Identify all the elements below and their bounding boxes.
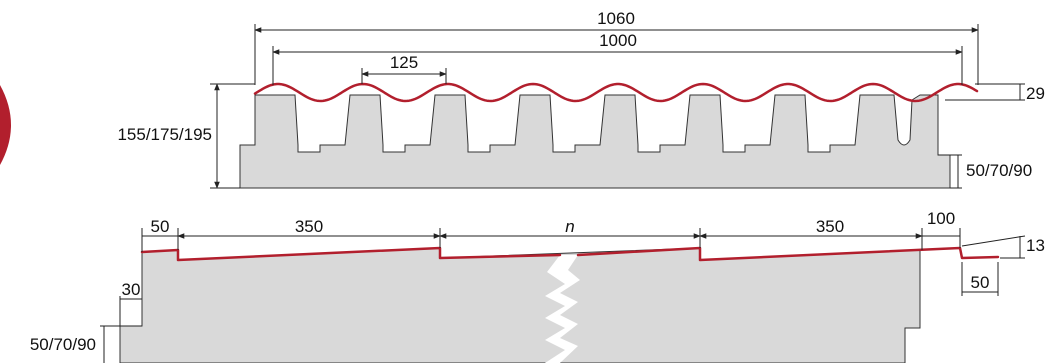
left-edge-arc xyxy=(0,85,11,165)
top-roof-wave xyxy=(253,82,979,103)
bottom-roof-line xyxy=(140,246,1000,262)
ext-line xyxy=(961,235,1026,247)
label-left-segment: 350 xyxy=(295,217,323,236)
label-total-thickness: 155/175/195 xyxy=(117,125,212,144)
label-wave-height: 29 xyxy=(1026,84,1045,103)
label-right-overlap: 100 xyxy=(927,209,955,228)
label-left-step: 30 xyxy=(122,280,141,299)
label-bottom-base-thickness: 50/70/90 xyxy=(30,335,96,354)
top-view: 1060 1000 125 29 155/175/195 50/70/90 xyxy=(117,9,1045,189)
label-right-segment: 350 xyxy=(816,217,844,236)
label-overall-width: 1060 xyxy=(597,9,635,28)
bottom-view: 50 350 n 350 100 13 50 30 50/70/90 xyxy=(30,209,1045,363)
bottom-panel-body xyxy=(119,247,921,363)
label-wave-pitch: 125 xyxy=(390,53,418,72)
label-covering-width: 1000 xyxy=(599,31,637,50)
label-top-base-thickness: 50/70/90 xyxy=(966,161,1032,180)
label-left-overlap: 50 xyxy=(151,217,170,236)
section-break-zigzag xyxy=(545,255,580,363)
top-panel-body xyxy=(239,94,951,189)
label-middle-variable: n xyxy=(565,217,574,236)
label-right-tail: 50 xyxy=(971,273,990,292)
label-step-height: 13 xyxy=(1026,236,1045,255)
